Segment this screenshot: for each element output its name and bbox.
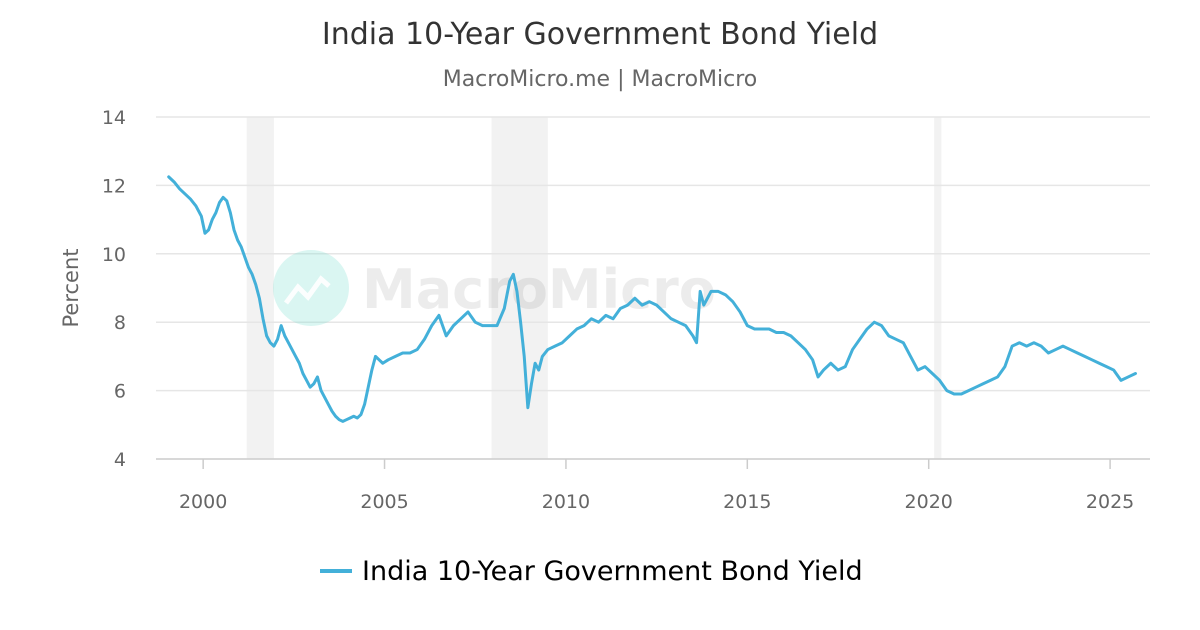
watermark-logo-icon-stroke [284, 275, 331, 305]
watermark-logo: MacroMicro [273, 250, 716, 326]
chart-subtitle: MacroMicro.me | MacroMicro [443, 67, 758, 92]
x-tick-label-2005: 2005 [360, 491, 408, 513]
y-tick-label-12: 12 [102, 175, 126, 197]
recession-band-2 [934, 117, 942, 459]
x-tick-label-2025: 2025 [1086, 491, 1134, 513]
series-layer [167, 175, 1137, 423]
watermark-logo-icon [273, 250, 349, 326]
y-tick-label-4: 4 [114, 449, 126, 471]
x-tick-label-2020: 2020 [905, 491, 953, 513]
x-tick-label-2000: 2000 [179, 491, 227, 513]
y-tick-label-8: 8 [114, 312, 126, 334]
y-tick-label-10: 10 [102, 244, 126, 266]
y-tick-label-6: 6 [114, 381, 126, 403]
y-axis-title: Percent [59, 248, 83, 327]
y-tick-label-14: 14 [102, 107, 126, 129]
legend-label: India 10-Year Government Bond Yield [362, 556, 863, 587]
watermark-text: MacroMicro [362, 258, 716, 321]
x-tick-label-2010: 2010 [542, 491, 590, 513]
recession-band-1 [491, 117, 548, 459]
chart-title: India 10-Year Government Bond Yield [322, 17, 878, 52]
legend: India 10-Year Government Bond Yield [320, 556, 863, 587]
tick-labels: 4 6 8 10 12 14 2000 2005 2010 2015 2020 2025 [102, 107, 1134, 513]
axes [156, 458, 1150, 469]
x-tick-label-2015: 2015 [723, 491, 771, 513]
series-line-0 [167, 175, 1137, 423]
recession-shading [246, 117, 942, 459]
recession-band-0 [246, 117, 274, 459]
